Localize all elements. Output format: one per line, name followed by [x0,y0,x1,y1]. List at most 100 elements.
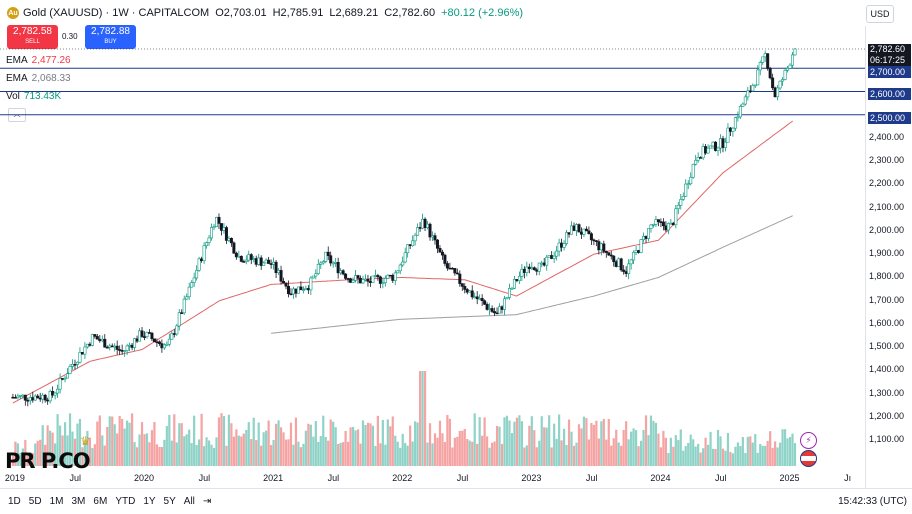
price-axis[interactable] [865,26,912,488]
candle-body [480,298,484,302]
volume-bar [456,436,459,466]
volume-bar [607,419,610,466]
volume-bar [195,444,198,466]
range-button-all[interactable]: All [183,496,195,507]
buy-price: 2,782.88 [91,26,130,37]
volume-bar [148,442,151,466]
range-button-5y[interactable]: 5Y [163,496,176,507]
volume-bar [597,438,600,466]
volume-bar [255,440,258,466]
candle-body [470,290,474,298]
time-tick-label: 2024 [650,473,671,483]
volume-bar [478,417,481,466]
candle-body [217,216,221,224]
sell-button[interactable]: 2,782.58 SELL [7,25,58,49]
candle-body [778,80,782,89]
candle-body [162,344,166,349]
candle-body [264,259,268,264]
candle-body [68,366,72,374]
candle-body [475,296,479,300]
last-price: 2,782.60 [870,44,906,54]
range-button-5d[interactable]: 5D [28,496,42,507]
time-tick-label: 2021 [263,473,284,483]
volume-bar [553,423,556,466]
volume-bar [34,443,37,466]
range-button-6m[interactable]: 6M [93,496,108,507]
symbol-title[interactable]: Gold (XAUUSD) · 1W · CAPITALCOM [23,7,210,19]
time-tick-label: 2025 [779,473,800,483]
candle-body [373,275,377,277]
volume-bar [694,446,697,466]
ema-slow-legend[interactable]: EMA 2,068.33 [6,73,71,84]
volume-bar [29,452,32,466]
volume-bar [282,432,285,466]
buy-button[interactable]: 2,782.88 BUY [85,25,136,49]
candle-body [738,106,742,118]
volume-bar [277,420,280,466]
volume-bar [565,445,568,466]
candle-body [324,251,328,262]
volume-bar [716,429,720,466]
volume-bar [550,447,553,466]
volume-bar [128,422,131,466]
candle-body [751,85,755,92]
volume-bar [421,371,424,466]
price-tick-label: 2,300.00 [869,155,905,166]
candle-body [458,273,462,284]
volume-bar [466,439,469,466]
volume-bar [354,430,357,466]
currency-select[interactable]: USD [866,5,894,23]
candle-body [160,343,164,349]
candle-body [545,256,549,266]
candle-body [661,221,665,227]
volume-bar [235,429,238,466]
candle-body [614,261,618,267]
volume-legend[interactable]: Vol 713.43K [6,91,61,102]
volume-bar [736,442,739,466]
candle-body [433,235,437,241]
candle-body [468,290,472,293]
candle-body [214,216,218,227]
candle-body [53,392,57,396]
candle-body [522,268,526,273]
volume-bar [562,428,566,466]
clock[interactable]: 15:42:33 (UTC) [838,496,907,507]
volume-bar [652,420,655,466]
time-tick-label: 2020 [134,473,155,483]
volume-bar [515,417,519,466]
range-button-ytd[interactable]: YTD [115,496,136,507]
volume-bar [371,425,375,466]
volume-bar [761,445,764,466]
lightning-icon[interactable]: ⚡ [800,432,817,449]
ema-fast-legend[interactable]: EMA 2,477.26 [6,55,71,66]
range-button-1m[interactable]: 1M [49,496,64,507]
volume-value: 713.43K [23,91,62,102]
volume-bar [406,445,409,466]
spread-value: 0.30 [62,32,78,41]
candle-body [575,224,579,231]
volume-bar [66,435,69,466]
volume-bar [488,447,491,466]
candle-body [351,280,355,283]
range-button-1y[interactable]: 1Y [143,496,156,507]
range-button-1d[interactable]: 1D [8,496,21,507]
date-range-icon[interactable]: ⇥ [202,496,212,507]
range-button-3m[interactable]: 3M [71,496,86,507]
volume-bar [344,430,347,466]
candle-body [269,263,273,265]
volume-bar [567,419,571,466]
price-chart[interactable] [0,0,865,488]
candle-body [428,223,432,238]
us-flag-icon[interactable] [800,450,817,467]
volume-bar [339,442,342,466]
candle-body [321,261,325,264]
time-tick-label: Jul [198,473,211,483]
candle-body [224,227,228,241]
candle-body [105,346,109,349]
candle-body [103,338,107,348]
candle-body [696,157,700,161]
ema-slow-line [271,215,793,334]
volume-bar [351,426,355,466]
candle-body [396,270,400,274]
candle-body [33,395,37,401]
